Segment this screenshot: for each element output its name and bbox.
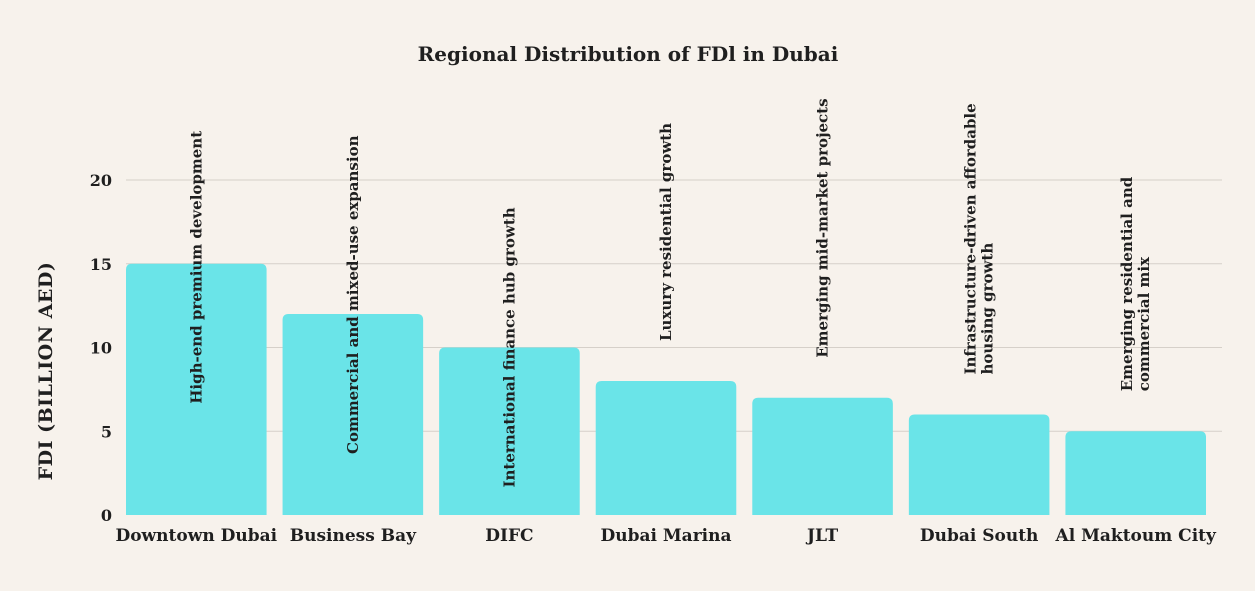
bar [126, 263, 267, 515]
x-axis-ticks: Downtown Dubai Business Bay DIFC Dubai Mari… [115, 526, 1217, 546]
x-tick-label: Business Bay [290, 526, 417, 546]
bar-annotation: Commercial and mixed-use expansion [344, 135, 362, 454]
bar-annotation: housing growth [979, 243, 997, 375]
bar [908, 414, 1050, 515]
y-tick-label: 15 [90, 255, 112, 274]
x-tick-label: Dubai Marina [600, 526, 731, 546]
bar-annotations: High-end premium development Commercial a… [187, 98, 1153, 487]
bar [439, 347, 580, 515]
bar [1065, 431, 1206, 515]
y-axis-label: FDI (BILLION AED) [35, 262, 57, 481]
bar-annotation: commercial mix [1135, 256, 1153, 391]
y-tick-label: 5 [101, 422, 112, 441]
bar-annotation: Emerging residential and [1118, 176, 1136, 391]
x-tick-label: JLT [805, 526, 839, 546]
bar-annotation: Luxury residential growth [657, 123, 675, 341]
bar-annotation: Emerging mid-market projects [814, 98, 832, 357]
y-tick-label: 0 [101, 506, 112, 525]
x-tick-label: Al Maktoum City [1055, 526, 1217, 546]
x-tick-label: Dubai South [920, 526, 1039, 546]
chart-title: Regional Distribution of FDl in Dubai [418, 42, 839, 66]
bars [126, 263, 1206, 515]
bar-annotation: High-end premium development [187, 131, 205, 404]
x-tick-label: DIFC [485, 526, 533, 546]
bar-annotation: Infrastructure-driven affordable [962, 103, 980, 374]
bar [282, 314, 424, 515]
bar [752, 397, 893, 515]
bar [595, 381, 737, 515]
bar-annotation: International finance hub growth [500, 207, 518, 487]
y-tick-label: 10 [90, 339, 112, 358]
x-tick-label: Downtown Dubai [115, 526, 277, 546]
y-axis-ticks: 0 5 10 15 20 [90, 171, 112, 525]
y-tick-label: 20 [90, 171, 112, 190]
